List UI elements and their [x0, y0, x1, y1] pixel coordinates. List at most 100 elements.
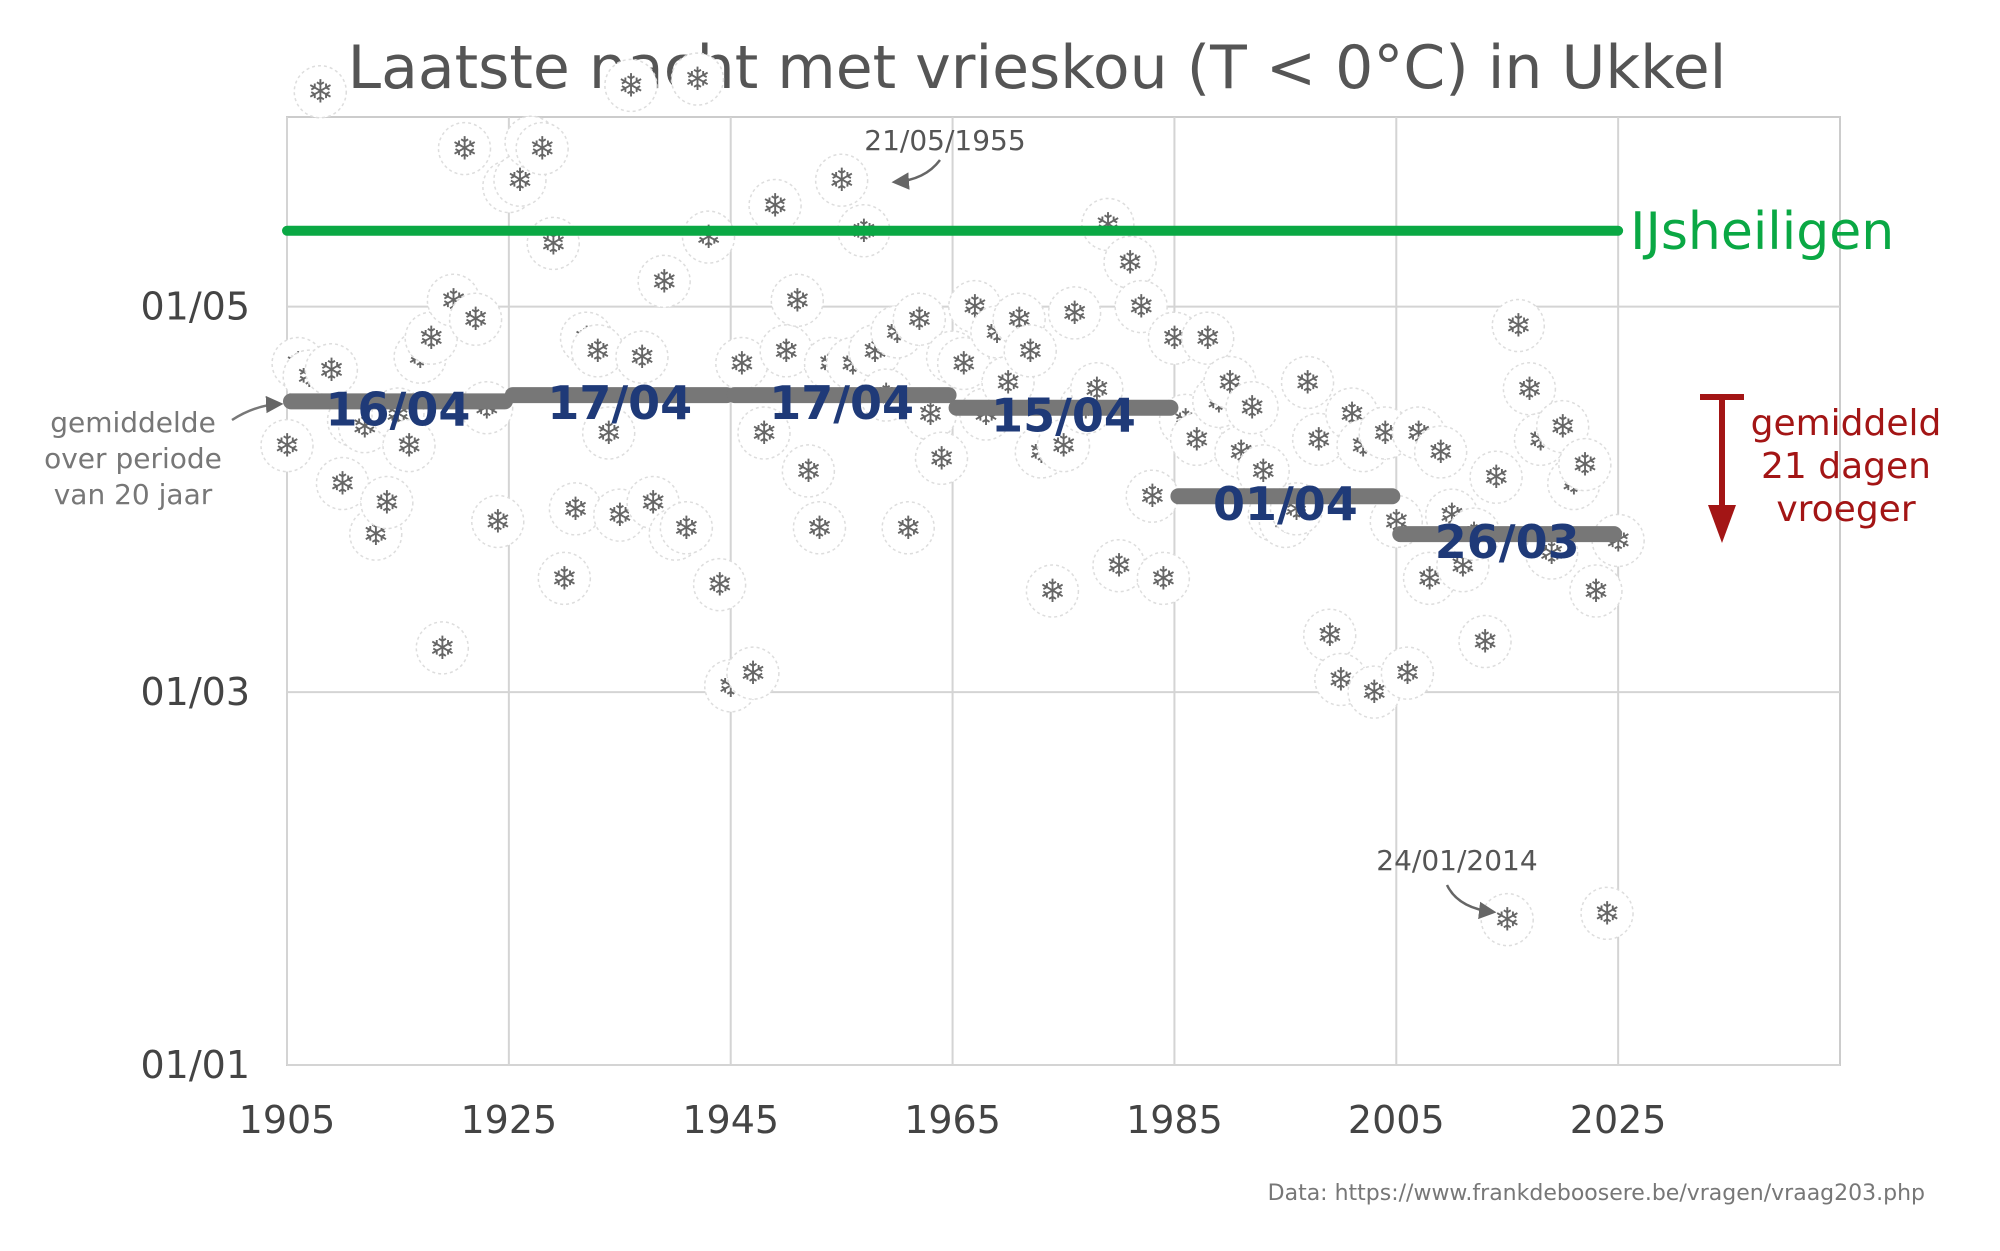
snowflake-icon: ❄	[795, 452, 822, 490]
y-tick-label: 01/03	[140, 670, 250, 714]
max-point-arrow	[891, 159, 941, 190]
snowflake-icon: ❄	[751, 414, 778, 452]
x-tick-label: 2025	[1570, 1098, 1667, 1142]
snowflake-icon: ❄	[617, 66, 644, 104]
snowflake-point: ❄	[770, 273, 825, 328]
snowflake-point: ❄	[1092, 538, 1146, 593]
snowflake-point: ❄	[570, 324, 625, 378]
point-halo	[1225, 380, 1279, 435]
point-halo	[748, 178, 802, 233]
snowflake-icon: ❄	[1483, 458, 1510, 496]
point-halo	[881, 501, 935, 555]
snowflake-point: ❄	[1280, 355, 1335, 410]
snowflake-point: ❄	[1502, 362, 1557, 416]
min-point-arrow	[1445, 884, 1497, 920]
point-halo	[604, 58, 658, 113]
snowflake-point: ❄	[1025, 564, 1080, 618]
snowflake-icon: ❄	[728, 344, 755, 382]
snowflake-icon: ❄	[307, 73, 334, 111]
snowflake-point: ❄	[537, 551, 592, 606]
x-tick-label: 1985	[1126, 1098, 1223, 1142]
snowflake-icon: ❄	[1194, 319, 1221, 357]
point-halo	[1003, 324, 1057, 378]
point-halo	[1580, 886, 1634, 941]
point-halo	[914, 431, 969, 486]
snowflake-point: ❄	[1380, 646, 1435, 700]
snowflake-point: ❄	[692, 557, 747, 612]
snowflake-icon: ❄	[1183, 420, 1210, 458]
snowflake-point: ❄	[548, 482, 603, 536]
point-halo	[1180, 311, 1235, 365]
snowflake-point: ❄	[881, 501, 935, 555]
snowflake-icon: ❄	[484, 502, 511, 540]
max-point-label: 21/05/1955	[864, 124, 1025, 157]
point-halo	[892, 292, 947, 346]
snowflake-point: ❄	[1236, 444, 1290, 498]
x-tick-label: 1925	[460, 1098, 557, 1142]
x-tick-label: 2005	[1348, 1098, 1445, 1142]
snowflake-point: ❄	[814, 153, 869, 207]
snowflake-icon: ❄	[1571, 446, 1598, 484]
snowflake-point: ❄	[1458, 614, 1512, 669]
shift-label-text: gemiddeld	[1751, 403, 1942, 444]
y-axis-ticks: 01/05 01/03 01/01	[140, 285, 250, 1087]
snowflake-icon: ❄	[1094, 205, 1121, 243]
point-halo	[1469, 450, 1523, 504]
average-note-arrow	[231, 395, 284, 422]
snowflake-point: ❄	[1480, 892, 1534, 947]
snowflake-icon: ❄	[806, 509, 833, 547]
snowflake-icon: ❄	[595, 414, 622, 452]
snowflake-point: ❄	[581, 406, 636, 460]
snowflake-icon: ❄	[1117, 243, 1144, 281]
point-halo	[1280, 355, 1335, 410]
snowflake-point: ❄	[626, 475, 680, 530]
snowflake-icon: ❄	[906, 300, 933, 338]
snowflake-point: ❄	[748, 178, 802, 233]
snowflake-icon: ❄	[396, 427, 423, 465]
snowflake-point: ❄	[1114, 279, 1168, 334]
snowflake-icon: ❄	[1427, 433, 1454, 471]
snowflake-icon: ❄	[1150, 559, 1177, 597]
snowflake-icon: ❄	[451, 130, 478, 168]
point-halo	[1114, 279, 1168, 334]
point-halo	[1558, 437, 1612, 492]
average-label: 17/04	[547, 376, 692, 430]
snowflake-point: ❄	[1302, 608, 1357, 662]
snowflake-icon: ❄	[928, 439, 955, 477]
snowflake-icon: ❄	[1394, 654, 1421, 692]
snowflake-point: ❄	[1047, 286, 1102, 340]
snowflake-icon: ❄	[739, 654, 766, 692]
point-halo	[581, 406, 636, 460]
snowflake-icon: ❄	[706, 566, 733, 604]
average-note-text: van 20 jaar	[54, 478, 213, 511]
point-halo	[471, 494, 525, 549]
point-halo	[792, 501, 847, 555]
snowflake-icon: ❄	[673, 509, 700, 547]
point-halo	[1103, 235, 1157, 290]
snowflake-point: ❄	[360, 475, 414, 530]
snowflake-icon: ❄	[1472, 623, 1499, 661]
shift-arrow-head	[1708, 505, 1736, 543]
snowflake-point: ❄	[737, 406, 791, 460]
snowflake-icon: ❄	[1316, 616, 1343, 654]
snowflake-point: ❄	[1569, 564, 1623, 618]
source-note: Data: https://www.frankdeboosere.be/vrag…	[1268, 1181, 1925, 1206]
snowflake-point: ❄	[1558, 437, 1612, 492]
snowflake-point: ❄	[1103, 235, 1157, 290]
point-halo	[1413, 425, 1468, 479]
point-halo	[1491, 298, 1546, 353]
point-halo	[1502, 362, 1557, 416]
snowflake-point: ❄	[1535, 399, 1590, 454]
snowflake-point: ❄	[1136, 551, 1191, 606]
snowflake-icon: ❄	[462, 300, 489, 338]
snowflake-icon: ❄	[1505, 307, 1532, 345]
snowflake-icon: ❄	[1516, 370, 1543, 408]
averages-layer: 16/04 17/04 17/04 15/04 01/04 26/03	[283, 376, 1623, 569]
point-halo	[1380, 646, 1435, 700]
snowflake-point: ❄	[1491, 298, 1546, 353]
point-halo	[781, 444, 836, 498]
snowflake-point: ❄	[1225, 380, 1279, 435]
min-point-label: 24/01/2014	[1376, 844, 1537, 877]
